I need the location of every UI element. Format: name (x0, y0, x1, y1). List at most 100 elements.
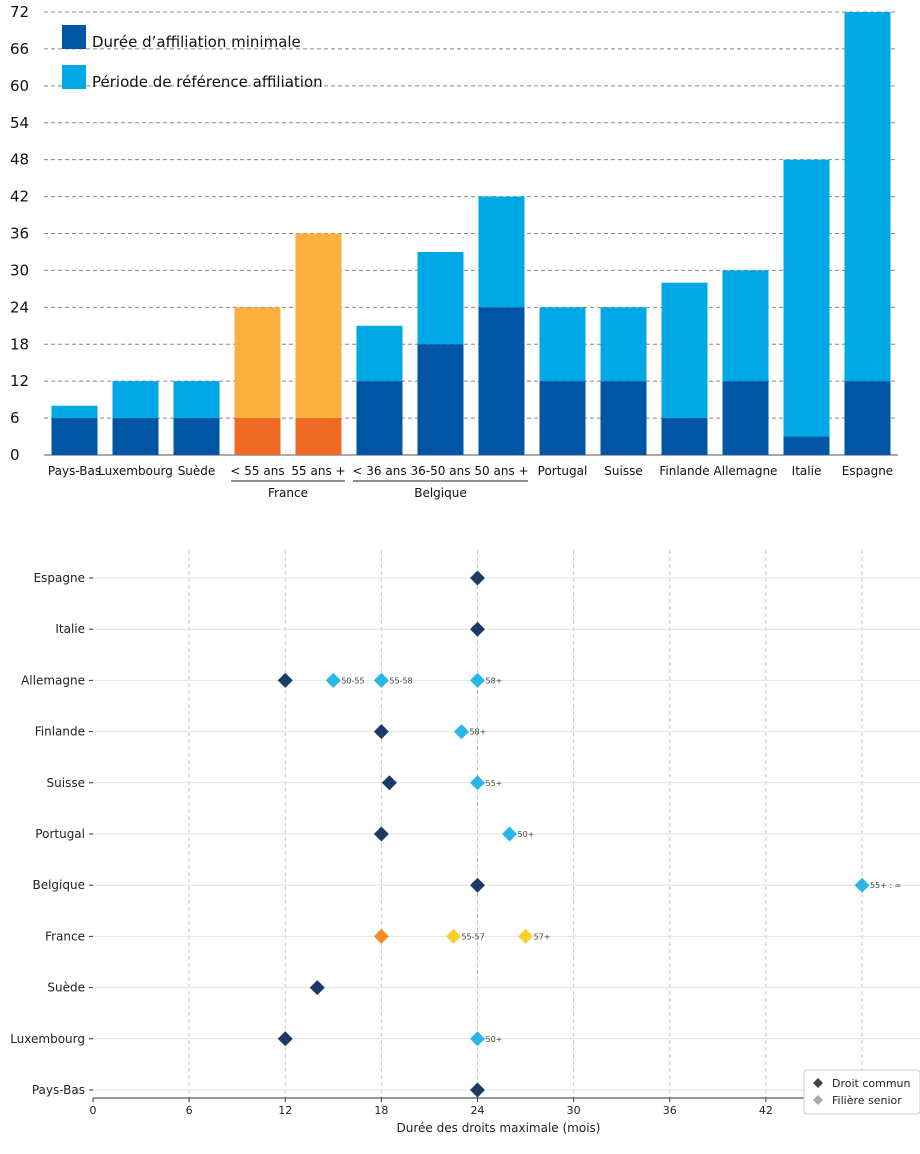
point-suisse-senior (470, 775, 485, 791)
bar-reference-pays-bas (51, 405, 98, 419)
country-label-france: France (45, 929, 85, 943)
bar-minimum-portugal (539, 381, 586, 455)
country-label-suisse: Suisse (47, 776, 85, 790)
bar-reference-36-ans (356, 325, 403, 382)
point-allemagne-senior (325, 672, 341, 688)
bar-reference-italie (783, 159, 830, 437)
country-label-belgique: Belgique (32, 878, 85, 892)
point-pays-bas-common (470, 1082, 485, 1098)
y-tick-label: 36 (10, 225, 29, 243)
legend-marker (813, 1078, 823, 1088)
bar-minimum-finlande (661, 418, 708, 455)
point-annotation: 50+ (486, 1035, 503, 1044)
y-tick-label: 0 (10, 446, 20, 464)
legend-swatch (62, 25, 86, 49)
point-finlande-common (373, 724, 389, 740)
point-finlande-senior (453, 724, 469, 740)
country-label-su-de: Suède (47, 981, 85, 995)
point-luxembourg-common (277, 1031, 293, 1047)
bar-reference-55-ans (234, 307, 281, 419)
stacked-bar-chart: 0 6 12 18 24 30 36 42 48 54 60 66 72 Pays-BasLuxembou… (10, 3, 898, 500)
category-label: Allemagne (714, 464, 778, 478)
point-portugal-common (373, 826, 389, 842)
point-annotation: 55-58 (389, 676, 412, 685)
x-tick-label: 18 (374, 1104, 388, 1117)
group-label-france: France (268, 486, 308, 500)
point-annotation: 55+ (486, 779, 503, 788)
bar-reference-portugal (539, 307, 586, 382)
point-annotation: 58+ (486, 676, 503, 685)
bar-reference-espagne (844, 12, 891, 382)
bar-reference-55-ans (295, 233, 342, 419)
category-label: 55 ans + (291, 464, 345, 478)
bar-minimum-suisse (600, 381, 647, 455)
x-tick-label: 30 (567, 1104, 581, 1117)
point-suisse-common (381, 775, 397, 791)
bar-reference-allemagne (722, 270, 769, 382)
country-label-portugal: Portugal (35, 827, 85, 841)
x-tick-label: 36 (663, 1104, 677, 1117)
y-tick-label: 54 (10, 114, 29, 132)
legend-label: Durée d’affiliation minimale (92, 33, 301, 51)
point-france-france_senior (518, 928, 534, 944)
point-espagne-common (470, 570, 485, 586)
bar-reference-36-50-ans (417, 251, 464, 345)
point-italie-common (470, 621, 485, 637)
y-tick-label: 6 (10, 409, 20, 427)
bar-minimum-50-ans (478, 307, 525, 455)
y-tick-label: 30 (10, 261, 29, 279)
category-label: Espagne (842, 464, 893, 478)
category-label: Finlande (659, 464, 709, 478)
point-belgique-senior (854, 877, 870, 893)
country-label-finlande: Finlande (35, 725, 85, 739)
country-label-espagne: Espagne (34, 571, 85, 585)
point-france-france_common (373, 928, 389, 944)
x-tick-label: 12 (278, 1104, 292, 1117)
legend-label: Droit commun (832, 1077, 911, 1090)
bar-minimum-55-ans (295, 418, 342, 455)
bar-minimum-55-ans (234, 418, 281, 455)
country-label-italie: Italie (55, 622, 85, 636)
bar-minimum-36-50-ans (417, 344, 464, 455)
legend-box (803, 1069, 920, 1115)
x-tick-label: 6 (186, 1104, 193, 1117)
point-annotation: 58+ (469, 728, 486, 737)
bar-reference-su-de (173, 381, 220, 419)
point-allemagne-senior (470, 672, 485, 688)
y-tick-label: 24 (10, 298, 29, 316)
bar-reference-finlande (661, 282, 708, 419)
y-tick-label: 72 (10, 3, 29, 21)
category-label: Italie (792, 464, 822, 478)
category-label: Portugal (538, 464, 588, 478)
legend-swatch (62, 65, 86, 89)
bar-reference-luxembourg (112, 381, 159, 419)
country-label-allemagne: Allemagne (21, 673, 85, 687)
bar-minimum-allemagne (722, 381, 769, 455)
x-axis-title: Durée des droits maximale (mois) (397, 1121, 601, 1135)
point-annotation: 55+ : ∞ (870, 881, 901, 890)
point-annotation: 57+ (534, 932, 551, 941)
x-tick-label: 24 (471, 1104, 485, 1117)
point-annotation: 50-55 (341, 676, 364, 685)
bar-reference-50-ans (478, 196, 525, 308)
bar-reference-suisse (600, 307, 647, 382)
point-annotation: 55-57 (461, 932, 484, 941)
x-tick-label: 42 (759, 1104, 773, 1117)
category-label: 50 ans + (474, 464, 528, 478)
country-label-luxembourg: Luxembourg (10, 1032, 85, 1046)
y-tick-label: 48 (10, 151, 29, 169)
category-label: Pays-Bas (48, 464, 101, 478)
country-label-pays-bas: Pays-Bas (32, 1083, 85, 1097)
point-su-de-common (309, 980, 325, 996)
category-label: Luxembourg (98, 464, 173, 478)
x-tick-label: 0 (90, 1104, 97, 1117)
y-tick-label: 12 (10, 372, 29, 390)
y-tick-label: 66 (10, 40, 29, 58)
category-label: Suède (178, 464, 216, 478)
legend-label: Filière senior (832, 1094, 902, 1107)
point-allemagne-senior (373, 672, 389, 688)
bar-minimum-luxembourg (112, 418, 159, 455)
point-portugal-senior (502, 826, 518, 842)
category-label: Suisse (604, 464, 642, 478)
bar-minimum-36-ans (356, 381, 403, 455)
